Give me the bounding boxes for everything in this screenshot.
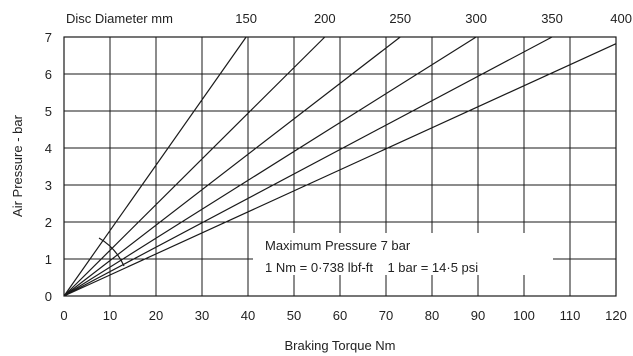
x-tick-label: 0: [60, 308, 67, 323]
top-tick-label: 250: [389, 11, 411, 26]
tick-labels: 0 10 20 30 40 50 60 70 80 90 100 110 120 0 1 2 3 4 5 6 7: [45, 30, 627, 323]
series-line-350mm: [63, 36, 553, 297]
top-axis-label: Disc Diameter mm: [66, 11, 173, 26]
y-axis-label: Air Pressure - bar: [10, 114, 25, 217]
y-tick-label: 2: [45, 215, 52, 230]
annotation-box: [253, 233, 553, 275]
top-tick-label: 150: [235, 11, 257, 26]
y-tick-label: 3: [45, 178, 52, 193]
top-tick-label: 350: [541, 11, 563, 26]
x-tick-label: 110: [560, 308, 581, 323]
y-tick-label: 4: [45, 141, 52, 156]
y-tick-label: 6: [45, 67, 52, 82]
plot-frame: [63, 36, 617, 297]
top-tick-label: 200: [314, 11, 336, 26]
top-tick-labels: 150 200 250 300 350 400: [235, 11, 632, 26]
y-tick-label: 7: [45, 30, 52, 45]
series-line-400mm: [63, 43, 617, 297]
grid: [64, 37, 616, 296]
series-line-200mm: [63, 36, 326, 297]
x-tick-label: 30: [195, 308, 209, 323]
series-lines: [63, 36, 617, 297]
top-tick-label: 400: [610, 11, 632, 26]
x-tick-label: 20: [149, 308, 163, 323]
series-line-300mm: [63, 36, 477, 297]
x-tick-label: 50: [287, 308, 301, 323]
x-tick-label: 80: [425, 308, 439, 323]
x-tick-label: 70: [379, 308, 393, 323]
x-tick-label: 100: [513, 308, 535, 323]
x-axis-label: Braking Torque Nm: [284, 338, 395, 353]
annotation-unit-conversion: 1 Nm = 0·738 lbf-ft 1 bar = 14·5 psi: [265, 260, 478, 275]
series-line-250mm: [63, 36, 401, 297]
series-line-150mm: [63, 36, 247, 297]
x-tick-label: 10: [103, 308, 117, 323]
angle-arc-marker: [98, 237, 125, 267]
x-tick-label: 120: [605, 308, 627, 323]
top-tick-label: 300: [465, 11, 487, 26]
y-tick-label: 0: [45, 289, 52, 304]
y-tick-label: 1: [45, 252, 52, 267]
x-tick-label: 40: [241, 308, 255, 323]
x-tick-label: 60: [333, 308, 347, 323]
x-tick-label: 90: [471, 308, 485, 323]
y-tick-label: 5: [45, 104, 52, 119]
annotation-max-pressure: Maximum Pressure 7 bar: [265, 238, 411, 253]
